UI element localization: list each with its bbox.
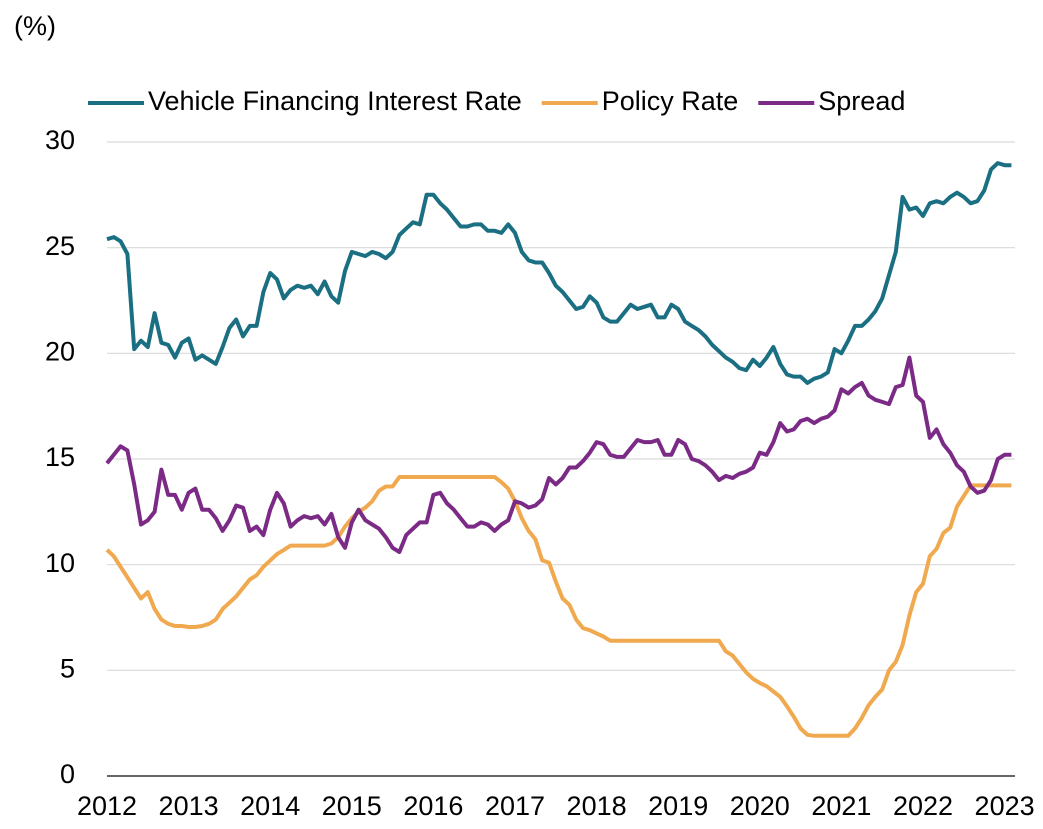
series-line xyxy=(106,161,1012,385)
y-tick-label: 10 xyxy=(45,548,75,578)
y-tick-label: 15 xyxy=(45,442,75,472)
legend-label: Policy Rate xyxy=(602,86,739,116)
legend-label: Vehicle Financing Interest Rate xyxy=(148,86,522,116)
x-tick-label: 2021 xyxy=(811,791,871,821)
y-tick-label: 0 xyxy=(60,759,75,789)
y-tick-label: 25 xyxy=(45,231,75,261)
x-tick-label: 2015 xyxy=(322,791,382,821)
y-axis-label: (%) xyxy=(14,11,56,41)
x-tick-label: 2020 xyxy=(730,791,790,821)
x-tick-label: 2022 xyxy=(893,791,953,821)
legend-label: Spread xyxy=(818,86,905,116)
series-line xyxy=(105,355,1012,554)
x-tick-label: 2014 xyxy=(240,791,300,821)
series-line xyxy=(105,475,1012,738)
y-tick-label: 20 xyxy=(45,336,75,366)
x-tick-label: 2013 xyxy=(159,791,219,821)
x-tick-label: 2016 xyxy=(403,791,463,821)
x-tick-label: 2018 xyxy=(567,791,627,821)
x-tick-label: 2017 xyxy=(485,791,545,821)
x-tick-label: 2019 xyxy=(648,791,708,821)
x-tick-label: 2012 xyxy=(77,791,137,821)
y-tick-label: 5 xyxy=(60,653,75,683)
x-tick-label: 2023 xyxy=(975,791,1035,821)
y-tick-label: 30 xyxy=(45,125,75,155)
